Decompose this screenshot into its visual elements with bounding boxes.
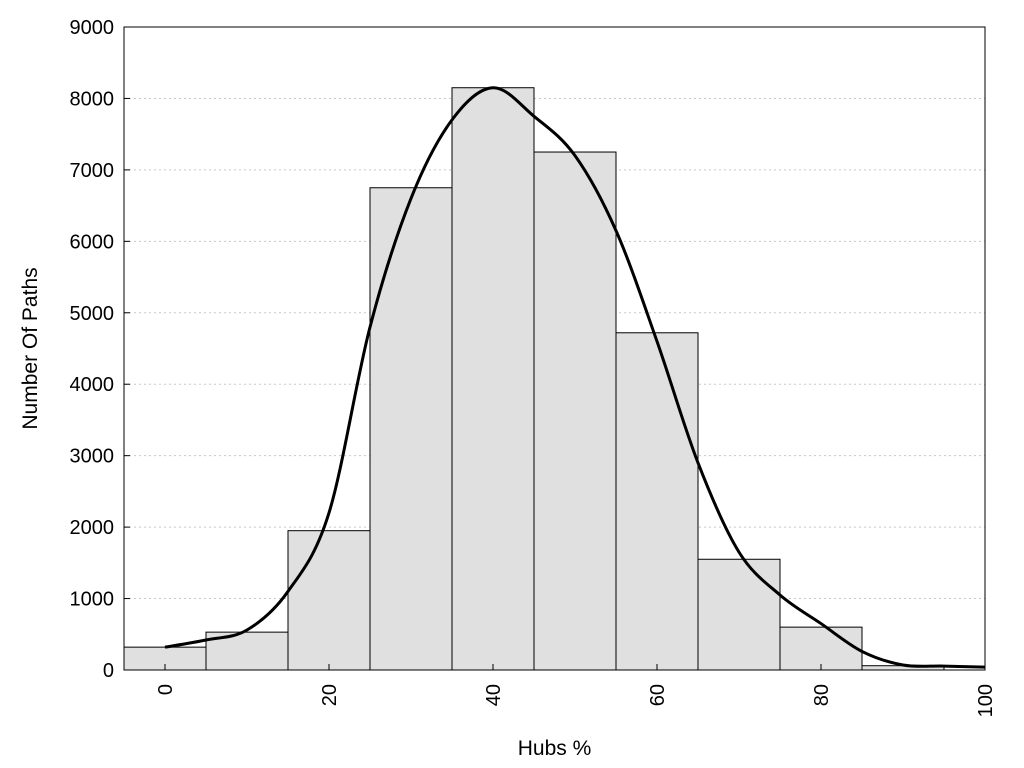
histogram-bar <box>533 151 617 671</box>
histogram-bar <box>369 187 453 671</box>
x-axis-title: Hubs % <box>518 737 592 760</box>
x-tick-label: 80 <box>811 684 833 706</box>
x-axis-ticks: 0 20 40 60 80 100 <box>155 664 997 717</box>
x-tick-label: 20 <box>319 684 341 706</box>
plot-frame <box>123 26 986 671</box>
x-tick-label: 40 <box>483 684 505 706</box>
y-axis-ticks: 0 1000 2000 3000 4000 5000 6000 7000 8000 9000 <box>70 17 130 682</box>
y-tick-label: 0 <box>103 660 114 682</box>
y-tick-label: 9000 <box>70 17 115 39</box>
density-line <box>164 86 986 669</box>
density-curve <box>164 86 986 669</box>
x-tick-label: 100 <box>975 684 997 717</box>
y-tick-label: 1000 <box>70 589 115 611</box>
histogram-bar <box>697 558 781 671</box>
y-tick-label: 5000 <box>70 303 115 325</box>
y-tick-label: 6000 <box>70 231 115 253</box>
histogram-bar <box>287 530 371 671</box>
y-tick-label: 3000 <box>70 446 115 468</box>
y-tick-label: 2000 <box>70 517 115 539</box>
y-tick-label: 4000 <box>70 374 115 396</box>
y-tick-label: 7000 <box>70 160 115 182</box>
histogram-bar <box>451 87 535 671</box>
y-tick-label: 8000 <box>70 88 115 110</box>
x-tick-label: 0 <box>155 684 177 695</box>
histogram-bar <box>615 332 699 671</box>
histogram-bar <box>779 626 863 671</box>
y-axis-title: Number Of Paths <box>19 267 42 429</box>
histogram-bars <box>123 87 945 671</box>
x-tick-label: 60 <box>647 684 669 706</box>
